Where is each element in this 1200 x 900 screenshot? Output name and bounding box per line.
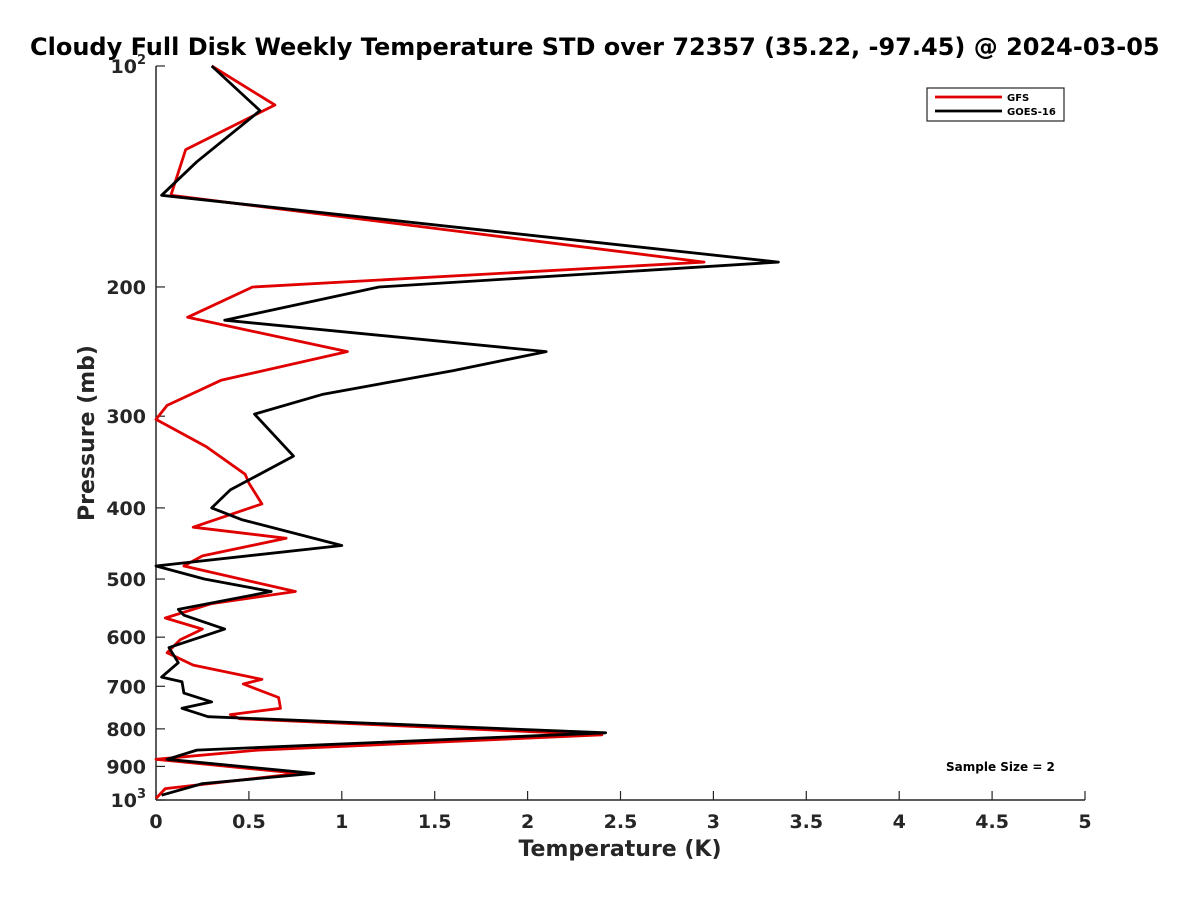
axes <box>155 66 1085 801</box>
legend: GFS GOES-16 <box>926 87 1065 122</box>
x-tick-label: 4.5 <box>975 811 1009 833</box>
x-tick-label: 0 <box>149 811 162 833</box>
y-tick-label: 600 <box>106 627 146 649</box>
y-tick-label: 500 <box>106 569 146 591</box>
y-tick-label-base: 10 <box>111 56 137 78</box>
x-tick-label: 1.5 <box>418 811 452 833</box>
y-axis-label: Pressure (mb) <box>75 345 100 521</box>
series-line-gfs <box>154 64 706 800</box>
series-line-goes-16 <box>154 64 780 797</box>
x-tick-label: 5 <box>1078 811 1091 833</box>
x-tick-label: 2 <box>521 811 534 833</box>
y-tick-label: 103 <box>111 787 147 812</box>
x-tick-label: 2.5 <box>604 811 638 833</box>
x-tick-label: 1 <box>335 811 348 833</box>
x-tick-label: 4 <box>893 811 906 833</box>
y-tick-label-exponent: 3 <box>137 787 146 802</box>
y-tick-label: 200 <box>106 277 146 299</box>
sample-size-annotation: Sample Size = 2 <box>946 760 1055 774</box>
chart-title: Cloudy Full Disk Weekly Temperature STD … <box>30 33 1160 61</box>
y-tick-label-exponent: 2 <box>137 53 146 68</box>
x-tick-label: 3.5 <box>789 811 823 833</box>
x-ticks: 0 0.5 1 1.5 2 2.5 3 3.5 4 4.5 5 <box>149 791 1092 833</box>
legend-label: GFS <box>1007 93 1029 104</box>
y-tick-label-base: 10 <box>111 790 137 812</box>
x-axis-label: Temperature (K) <box>518 837 721 862</box>
y-tick-label: 900 <box>106 756 146 778</box>
legend-label: GOES-16 <box>1007 107 1056 118</box>
x-tick-label: 0.5 <box>232 811 266 833</box>
x-tick-label: 3 <box>707 811 720 833</box>
y-tick-label: 300 <box>106 406 146 428</box>
y-tick-label: 102 <box>111 53 147 78</box>
y-tick-label: 400 <box>106 498 146 520</box>
y-tick-label: 800 <box>106 719 146 741</box>
series-layer <box>154 64 780 800</box>
legend-box <box>926 87 1065 122</box>
y-tick-label: 700 <box>106 676 146 698</box>
